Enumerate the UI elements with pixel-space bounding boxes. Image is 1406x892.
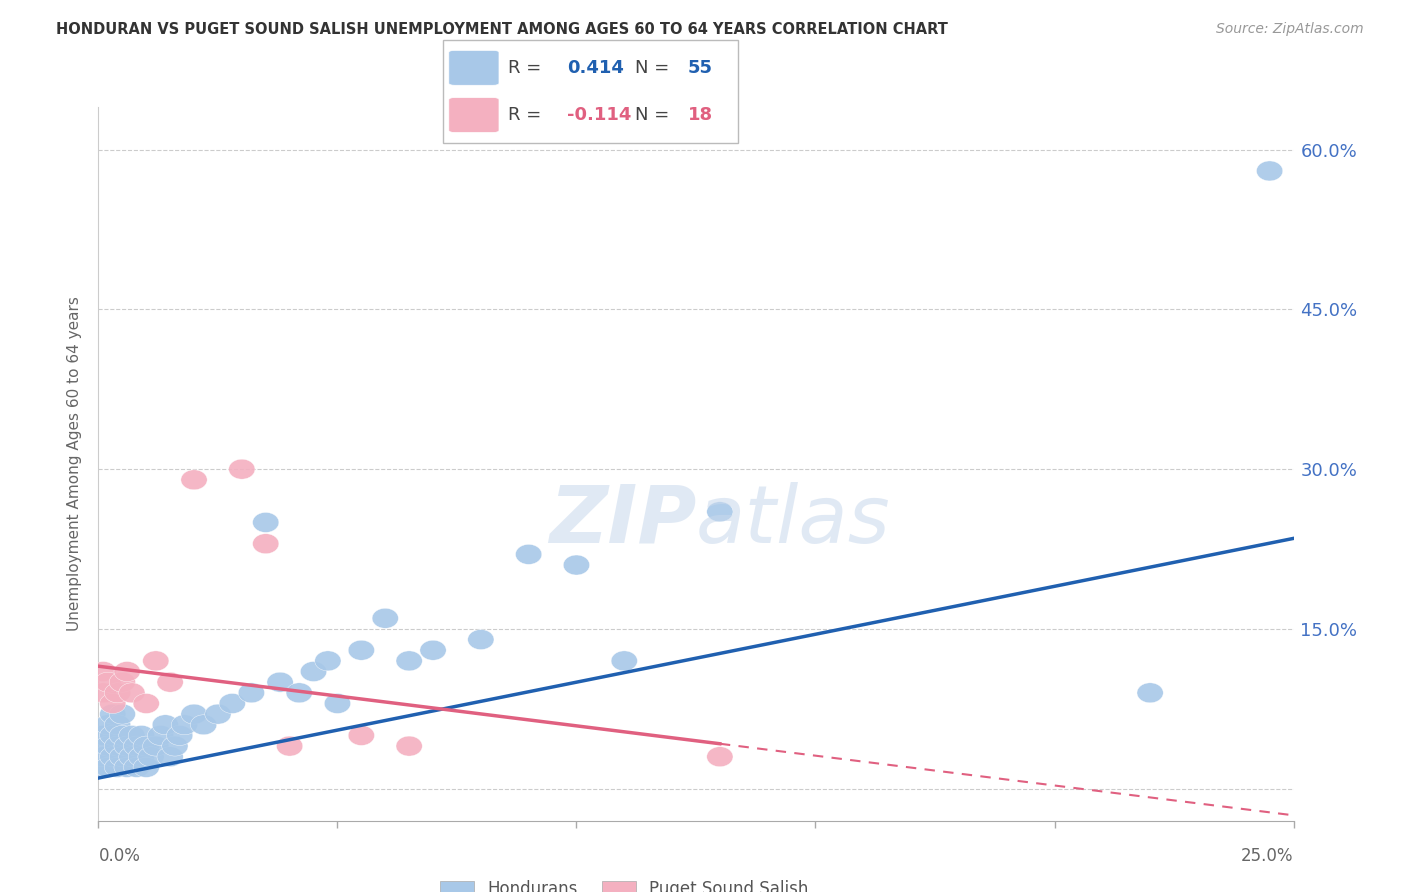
Ellipse shape [707,502,733,522]
Ellipse shape [118,683,145,703]
Ellipse shape [134,693,159,714]
Ellipse shape [94,736,121,756]
Ellipse shape [157,673,183,692]
Ellipse shape [253,512,278,533]
Ellipse shape [114,662,141,681]
Ellipse shape [124,736,150,756]
Ellipse shape [134,757,159,777]
Ellipse shape [373,608,398,628]
Text: atlas: atlas [696,482,891,560]
Ellipse shape [90,725,117,746]
Ellipse shape [110,704,135,724]
FancyBboxPatch shape [449,50,499,86]
Ellipse shape [104,714,131,735]
Ellipse shape [564,555,589,575]
Ellipse shape [110,673,135,692]
Ellipse shape [166,725,193,746]
Ellipse shape [100,747,127,767]
Text: N =: N = [636,59,669,77]
Text: -0.114: -0.114 [567,106,631,124]
Ellipse shape [100,725,127,746]
Ellipse shape [229,459,254,479]
Text: R =: R = [508,106,541,124]
Ellipse shape [1257,161,1282,181]
Ellipse shape [118,725,145,746]
Ellipse shape [128,747,155,767]
Ellipse shape [104,757,131,777]
Ellipse shape [152,714,179,735]
Text: N =: N = [636,106,669,124]
Ellipse shape [94,673,121,692]
Text: 0.0%: 0.0% [98,847,141,865]
Ellipse shape [205,704,231,724]
Ellipse shape [142,651,169,671]
Ellipse shape [172,714,198,735]
Ellipse shape [190,714,217,735]
Ellipse shape [114,736,141,756]
Text: Source: ZipAtlas.com: Source: ZipAtlas.com [1216,22,1364,37]
Ellipse shape [142,736,169,756]
Ellipse shape [301,662,326,681]
Ellipse shape [396,651,422,671]
Ellipse shape [124,757,150,777]
Ellipse shape [396,736,422,756]
Ellipse shape [90,683,117,703]
Ellipse shape [104,736,131,756]
Text: ZIP: ZIP [548,482,696,560]
Y-axis label: Unemployment Among Ages 60 to 64 years: Unemployment Among Ages 60 to 64 years [67,296,83,632]
Ellipse shape [110,725,135,746]
Ellipse shape [349,640,374,660]
Ellipse shape [128,725,155,746]
Text: 25.0%: 25.0% [1241,847,1294,865]
Ellipse shape [94,757,121,777]
Ellipse shape [162,736,188,756]
Ellipse shape [468,630,494,649]
Ellipse shape [707,747,733,767]
Ellipse shape [148,725,174,746]
Ellipse shape [118,747,145,767]
FancyBboxPatch shape [449,97,499,132]
Text: 55: 55 [688,59,713,77]
Ellipse shape [420,640,446,660]
Ellipse shape [267,673,294,692]
Ellipse shape [253,533,278,554]
Ellipse shape [104,683,131,703]
Ellipse shape [94,714,121,735]
Text: 0.414: 0.414 [567,59,624,77]
Ellipse shape [285,683,312,703]
Text: HONDURAN VS PUGET SOUND SALISH UNEMPLOYMENT AMONG AGES 60 TO 64 YEARS CORRELATIO: HONDURAN VS PUGET SOUND SALISH UNEMPLOYM… [56,22,948,37]
Ellipse shape [181,470,207,490]
Ellipse shape [110,747,135,767]
Ellipse shape [100,704,127,724]
Ellipse shape [181,704,207,724]
Ellipse shape [325,693,350,714]
Ellipse shape [100,693,127,714]
Ellipse shape [315,651,342,671]
Text: R =: R = [508,59,541,77]
Ellipse shape [90,662,117,681]
Ellipse shape [90,757,117,777]
Ellipse shape [1137,683,1163,703]
Ellipse shape [138,747,165,767]
Ellipse shape [238,683,264,703]
Ellipse shape [90,747,117,767]
Ellipse shape [516,544,541,565]
Ellipse shape [349,725,374,746]
Ellipse shape [114,757,141,777]
Text: 18: 18 [688,106,713,124]
Legend: Hondurans, Puget Sound Salish: Hondurans, Puget Sound Salish [433,874,815,892]
Ellipse shape [134,736,159,756]
Ellipse shape [277,736,302,756]
Ellipse shape [612,651,637,671]
Ellipse shape [157,747,183,767]
Ellipse shape [219,693,246,714]
